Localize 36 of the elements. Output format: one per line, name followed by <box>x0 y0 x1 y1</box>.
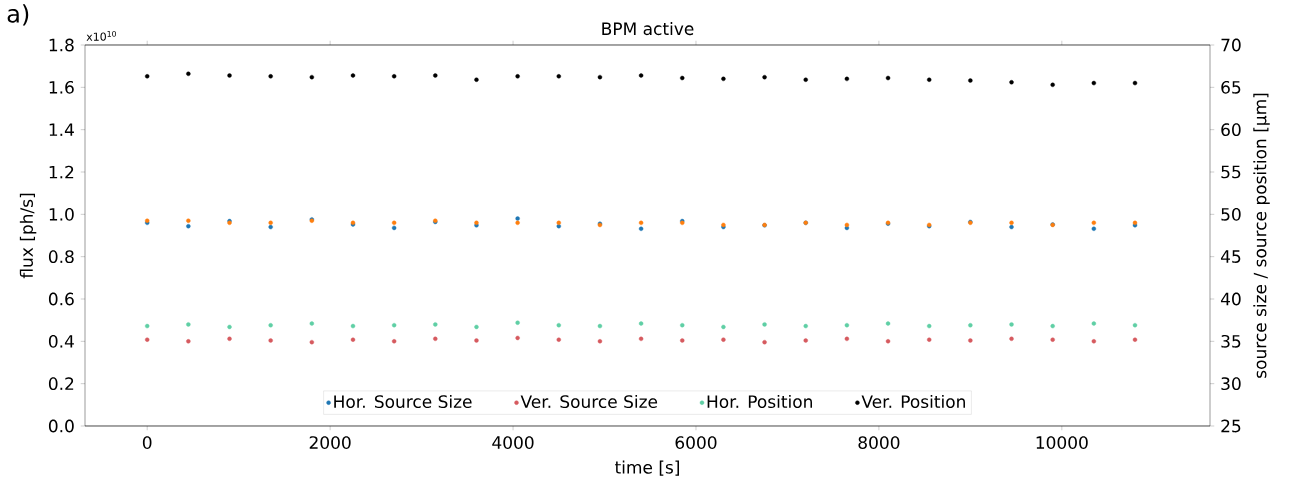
y2-tick-label: 55 <box>1221 165 1241 179</box>
y2-tick-label: 65 <box>1221 80 1241 94</box>
y-tick-label: 1.2 <box>49 165 74 179</box>
y2-tick-label: 30 <box>1221 377 1241 391</box>
x-tick-label: 10000 <box>1036 436 1088 449</box>
y-tick-label: 0.8 <box>48 250 74 264</box>
y2-tick-label: 45 <box>1220 250 1241 263</box>
x-axis-title: time [s] <box>614 460 679 476</box>
x-tick-label: 0 <box>142 436 152 449</box>
y-tick-label: 0.6 <box>48 292 74 306</box>
y-tick-label: 1.4 <box>49 123 74 136</box>
x-tick-label: 8000 <box>858 436 900 449</box>
y2-tick-label: 25 <box>1221 419 1241 433</box>
legend-label: Hor. Position <box>707 394 812 409</box>
y-tick-label: 0.2 <box>48 377 74 391</box>
y-tick-label: 1.0 <box>49 207 74 221</box>
y2-tick-label: 50 <box>1221 207 1241 221</box>
y2-tick-label: 35 <box>1221 334 1241 348</box>
y2-tick-label: 40 <box>1220 292 1241 306</box>
y2-tick-label: 70 <box>1221 38 1241 52</box>
x-tick-label: 2000 <box>309 436 351 449</box>
y-tick-label: 0.0 <box>48 419 74 433</box>
y-axis-title: flux [ph/s] <box>19 193 37 279</box>
y-tick-label: 1.6 <box>49 80 74 94</box>
text: x10$^{10}$ <box>86 30 116 41</box>
y2-axis-title: source size / source position [µm] <box>1253 93 1270 378</box>
x-tick-label: 6000 <box>675 436 717 449</box>
text: a) <box>7 4 29 26</box>
legend-label: Hor. Source Size <box>334 394 472 409</box>
legend-label: Ver. Position <box>861 394 965 409</box>
legend-label: Ver. Source Size <box>520 394 658 409</box>
chart-title: BPM active <box>602 21 694 36</box>
y-tick-label: 1.8 <box>49 38 74 52</box>
x-tick-label: 4000 <box>492 436 534 449</box>
y-tick-label: 0.4 <box>48 334 74 348</box>
y2-tick-label: 60 <box>1221 123 1241 137</box>
